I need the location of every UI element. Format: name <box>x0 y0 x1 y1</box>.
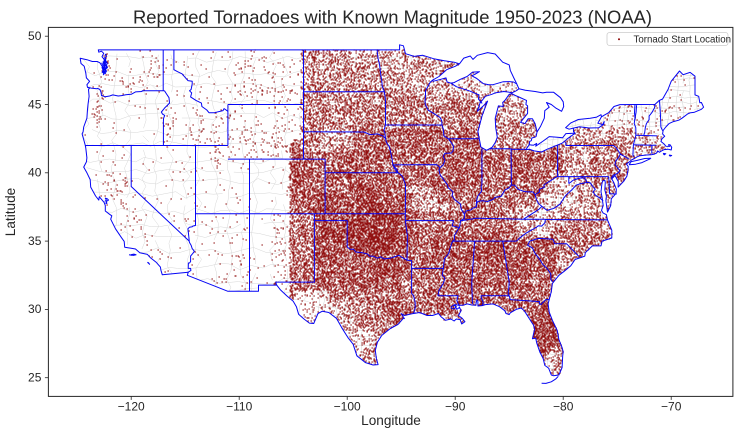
svg-text:−90: −90 <box>445 399 466 413</box>
svg-text:−100: −100 <box>334 399 361 413</box>
svg-text:Longitude: Longitude <box>361 413 421 428</box>
svg-text:35: 35 <box>28 234 42 248</box>
svg-text:−70: −70 <box>661 399 682 413</box>
svg-text:−110: −110 <box>226 399 252 413</box>
svg-text:50: 50 <box>28 29 42 43</box>
svg-text:25: 25 <box>28 371 42 385</box>
svg-text:Reported Tornadoes with Known: Reported Tornadoes with Known Magnitude … <box>133 6 652 27</box>
svg-text:40: 40 <box>28 166 42 180</box>
svg-text:Tornado Start Location: Tornado Start Location <box>634 35 731 46</box>
svg-text:−120: −120 <box>118 399 145 413</box>
svg-text:45: 45 <box>28 97 42 111</box>
svg-text:Latitude: Latitude <box>3 188 18 236</box>
svg-text:−80: −80 <box>553 399 574 413</box>
svg-text:30: 30 <box>28 302 42 316</box>
